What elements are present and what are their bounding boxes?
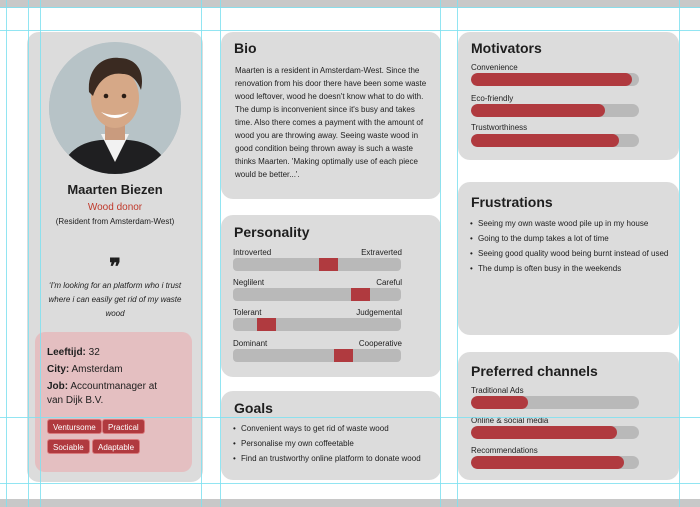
list-item: Seeing good quality wood being burnt ins… <box>470 247 670 260</box>
persona-quote: ‘I'm looking for an platform who i trust… <box>48 281 182 318</box>
tag-practical: Practical <box>102 419 145 434</box>
personality-card: Personality Introverted Extraverted Negl… <box>221 215 441 377</box>
bio-text: Maarten is a resident in Amsterdam-West.… <box>235 66 427 179</box>
motivators-card: Motivators Convenience Eco-friendly Trus… <box>458 32 679 160</box>
bottom-ruler-strip <box>0 499 700 507</box>
trait-slider <box>233 258 401 271</box>
channel-label: Online & social media <box>471 416 549 425</box>
trait-slider <box>233 288 401 301</box>
channel-bar-fill <box>471 456 624 469</box>
guide-line <box>679 0 680 507</box>
trait-right-label: Cooperative <box>358 339 402 348</box>
bio-title: Bio <box>234 40 257 56</box>
trait-left-label: Dominant <box>233 339 268 348</box>
motivator-bar <box>471 104 639 117</box>
persona-role: Wood donor <box>87 202 143 213</box>
job-value: Accountmanager at <box>68 381 158 392</box>
motivator-bar-fill <box>471 134 619 147</box>
list-item: Convenient ways to get rid of waste wood <box>233 422 433 435</box>
guide-line <box>220 0 221 507</box>
guide-line <box>201 0 202 507</box>
channel-bar <box>471 396 639 409</box>
channel-bar-fill <box>471 396 529 409</box>
guide-line <box>457 0 458 507</box>
trait-slider <box>233 349 401 362</box>
avatar <box>49 42 181 174</box>
trait-right-label: Judgemental <box>356 308 402 317</box>
persona-name: Maarten Biezen <box>67 182 163 197</box>
motivator-bar <box>471 73 639 86</box>
city-label: City: <box>47 364 70 375</box>
top-ruler-strip <box>0 0 700 8</box>
trait-marker <box>334 349 353 362</box>
bio-card: Bio Maarten is a resident in Amsterdam-W… <box>221 32 441 199</box>
trait-slider <box>233 318 401 331</box>
motivator-bar-fill <box>471 104 606 117</box>
tag-sociable: Sociable <box>47 439 90 454</box>
preferred-channels-card: Preferred channels Traditional Ads Onlin… <box>458 352 679 480</box>
guide-line <box>0 417 700 418</box>
motivator-bar-fill <box>471 73 633 86</box>
age-value: 32 <box>85 347 100 358</box>
age-label: Leeftijd: <box>47 347 86 358</box>
goals-list: Convenient ways to get rid of waste wood… <box>233 422 433 467</box>
profile-card: Maarten Biezen Wood donor (Resident from… <box>27 32 203 482</box>
trait-left-label: Introverted <box>233 248 272 257</box>
persona-residence: (Resident from Amsterdam-West) <box>55 217 175 226</box>
persona-details: Leeftijd: 32 City: Amsterdam Job: Accoun… <box>35 332 192 472</box>
channels-title: Preferred channels <box>471 363 598 379</box>
trait-right-label: Careful <box>376 278 402 287</box>
motivator-label: Eco-friendly <box>471 94 514 103</box>
trait-left-label: Tolerant <box>233 308 262 317</box>
frustrations-title: Frustrations <box>471 194 553 210</box>
channel-label: Recommendations <box>471 446 538 455</box>
portrait-image <box>49 42 181 174</box>
channel-label: Traditional Ads <box>471 386 524 395</box>
goals-card: Goals Convenient ways to get rid of wast… <box>221 391 441 480</box>
guide-line <box>28 0 29 507</box>
list-item: Seeing my own waste wood pile up in my h… <box>470 217 670 230</box>
channel-bar <box>471 426 639 439</box>
trait-marker <box>257 318 276 331</box>
trait-left-label: Neglilent <box>233 278 265 287</box>
guide-line <box>0 483 700 484</box>
motivators-title: Motivators <box>471 40 542 56</box>
guide-line <box>0 30 700 31</box>
channel-bar-fill <box>471 426 618 439</box>
guide-line <box>440 0 441 507</box>
personality-title: Personality <box>234 224 310 240</box>
guide-line <box>6 0 7 507</box>
channel-bar <box>471 456 639 469</box>
list-item: The dump is often busy in the weekends <box>470 262 670 275</box>
guide-line <box>40 0 41 507</box>
trait-right-label: Extraverted <box>361 248 402 257</box>
job-label: Job: <box>47 381 69 392</box>
city-value: Amsterdam <box>69 364 123 375</box>
job-line-2: van Dijk B.V. <box>47 395 104 406</box>
list-item: Personalise my own coffeetable <box>233 437 433 450</box>
quote-mark-icon: ❞ <box>109 254 121 280</box>
city-line: City: Amsterdam <box>47 363 123 377</box>
motivator-label: Convenience <box>471 63 518 72</box>
list-item: Going to the dump takes a lot of time <box>470 232 670 245</box>
tag-ventursome: Ventursome <box>47 419 102 434</box>
job-line: Job: Accountmanager at <box>47 380 157 394</box>
frustrations-card: Frustrations Seeing my own waste wood pi… <box>458 182 679 335</box>
frustrations-list: Seeing my own waste wood pile up in my h… <box>470 217 670 277</box>
trait-marker <box>319 258 338 271</box>
guide-line <box>0 7 700 8</box>
motivator-bar <box>471 134 639 147</box>
goals-title: Goals <box>234 400 273 416</box>
list-item: Find an trustworthy online platform to d… <box>233 452 433 465</box>
trait-marker <box>351 288 370 301</box>
age-line: Leeftijd: 32 <box>47 346 100 360</box>
tag-adaptable: Adaptable <box>92 439 141 454</box>
motivator-label: Trustworthiness <box>471 123 528 132</box>
